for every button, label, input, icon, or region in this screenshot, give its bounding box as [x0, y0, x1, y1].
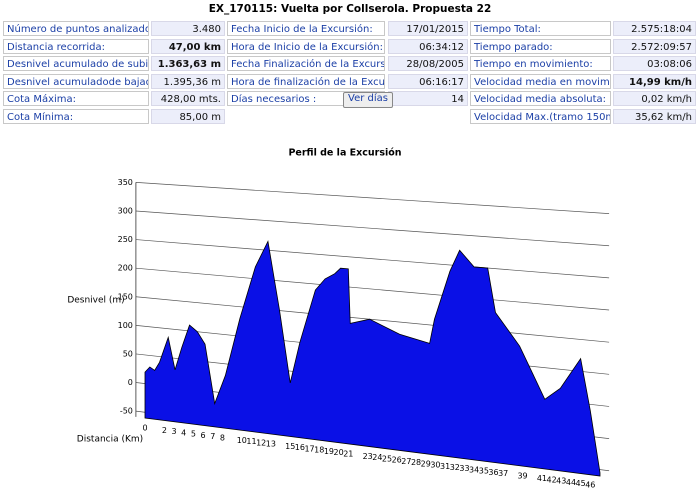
stat-label: Tiempo en movimiento:	[470, 56, 611, 72]
y-tick-label: 50	[123, 349, 133, 358]
x-tick-label: 34	[469, 465, 479, 474]
y-tick-label: 150	[118, 292, 133, 301]
x-tick-label: 17	[304, 444, 314, 453]
y-tick-label: 250	[118, 235, 133, 244]
stat-value: 428,00 mts.	[151, 91, 225, 107]
y-tick-label: -50	[120, 407, 133, 416]
x-tick-label: 26	[392, 456, 402, 465]
header-title: EX_170115: Vuelta por Collserola. Propue…	[208, 3, 492, 15]
x-tick-label: 4	[181, 428, 186, 437]
x-tick-label: 2	[162, 426, 167, 435]
stat-label: Cota Mínima:	[3, 109, 149, 124]
stat-label: Tiempo Total:	[470, 21, 611, 36]
x-tick-label: 25	[382, 454, 392, 463]
x-tick-label: 13	[266, 440, 276, 449]
stat-value: 06:16:17	[388, 73, 468, 89]
stat-label: Distancia recorrida:	[3, 38, 149, 54]
grid-line	[135, 239, 610, 279]
button[interactable]: Ver días	[343, 91, 393, 108]
x-tick-label: 42	[547, 475, 557, 484]
stat-label: Velocidad media en movimiento:	[470, 73, 611, 89]
x-tick-label: 18	[314, 446, 324, 455]
stat-value: 14,99 km/h	[613, 73, 696, 89]
y-tick-label: 350	[118, 178, 133, 187]
x-tick-label: 28	[411, 458, 421, 467]
stat-label: Hora de finalización de la Excursión:	[227, 73, 385, 89]
stat-value: 3.480	[151, 21, 225, 36]
grid-line	[135, 210, 610, 247]
stat-label: Hora de Inicio de la Excursión:	[227, 38, 385, 54]
x-tick-label: 10	[237, 436, 247, 445]
stat-value: 47,00 km	[151, 38, 225, 54]
x-tick-label: 27	[401, 457, 411, 466]
x-tick-label: 44	[566, 478, 576, 487]
x-tick-label: 19	[324, 447, 334, 456]
y-tick-label: 0	[128, 378, 133, 387]
x-tick-label: 41	[537, 474, 547, 483]
stat-value: 28/08/2005	[388, 56, 468, 72]
x-tick-label: 15	[285, 442, 295, 451]
x-tick-label: 39	[517, 472, 527, 481]
x-tick-label: 11	[246, 437, 256, 446]
x-tick-label: 20	[334, 448, 344, 457]
x-tick-label: 33	[459, 464, 469, 473]
x-tick-label: 7	[210, 432, 215, 441]
x-tick-label: 32	[450, 463, 460, 472]
x-tick-label: 21	[343, 449, 353, 458]
stat-label: Desnivel acumulado de subida:	[3, 56, 149, 72]
x-tick-label: 16	[295, 443, 305, 452]
stat-value: 06:34:12	[388, 38, 468, 54]
x-tick-label: 8	[220, 433, 225, 442]
grid-line	[135, 182, 610, 214]
y-tick-label: 100	[118, 321, 133, 330]
y-tick-label: 300	[118, 206, 133, 215]
stat-value: 0,02 km/h	[613, 91, 696, 107]
stat-label: Velocidad media absoluta:	[470, 91, 611, 107]
area	[144, 240, 601, 477]
stat-label: Velocidad Max.(tramo 150m):	[470, 109, 611, 124]
stat-value: 1.395,36 m	[151, 73, 225, 89]
x-tick-label: 31	[440, 462, 450, 471]
grid-line	[135, 267, 610, 311]
x-tick-label: 45	[576, 479, 586, 488]
stat-label: Fecha Finalización de la Excursión:	[227, 56, 385, 72]
stat-label: Cota Máxima:	[3, 91, 149, 107]
stat-value: 17/01/2015	[388, 21, 468, 36]
stat-value: 2.575:18:04	[613, 21, 696, 36]
x-tick-label: 43	[556, 477, 566, 486]
y-tick-label: 200	[118, 264, 133, 273]
stat-value: 85,00 m	[151, 109, 225, 124]
grid-line	[135, 296, 610, 343]
x-tick-label: 24	[372, 453, 382, 462]
x-tick-label: 12	[256, 438, 266, 447]
stat-value: 2.572:09:57	[613, 38, 696, 54]
y-axis-label: Desnivel (m)	[67, 296, 124, 306]
x-tick-label: 6	[201, 431, 206, 440]
x-tick-label: 46	[585, 480, 595, 489]
stat-label: Fecha Inicio de la Excursión:	[227, 21, 385, 36]
stat-value: 35,62 km/h	[613, 109, 696, 124]
chart-title: Perfil de la Excursión	[288, 148, 401, 159]
stat-value: 1.363,63 m	[151, 56, 225, 72]
x-tick-label: 0	[142, 424, 147, 433]
x-tick-label: 35	[479, 467, 489, 476]
x-tick-label: 5	[191, 430, 196, 439]
x-tick-label: 37	[498, 469, 508, 478]
stat-value: 03:08:06	[613, 56, 696, 72]
x-tick-label: 30	[430, 461, 440, 470]
x-tick-label: 36	[488, 468, 498, 477]
x-tick-label: 29	[421, 459, 431, 468]
stat-label: Número de puntos analizados:	[3, 21, 149, 36]
x-tick-label: 3	[171, 427, 176, 436]
x-tick-label: 23	[363, 452, 373, 461]
x-axis-label: Distancia (Km)	[77, 435, 143, 445]
stat-label: Tiempo parado:	[470, 38, 611, 54]
stat-label: Desnivel acumuladode bajada:	[3, 73, 149, 89]
